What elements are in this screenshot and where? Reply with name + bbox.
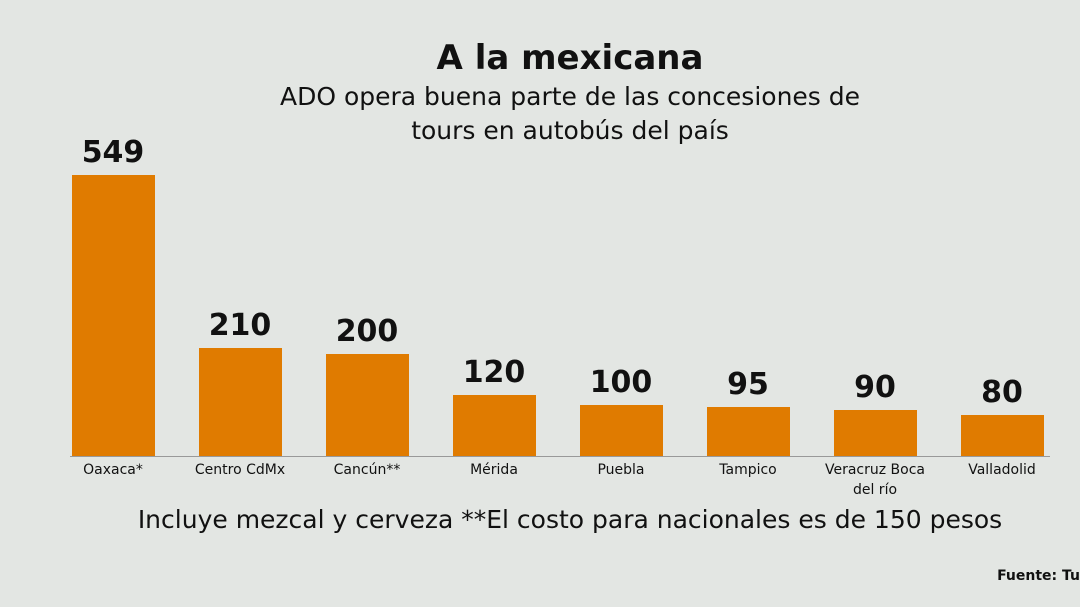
value-label: 549: [81, 134, 145, 170]
bar: [71, 174, 155, 456]
baseline: [70, 456, 1050, 457]
value-label: 200: [335, 313, 399, 349]
bar: [960, 415, 1044, 456]
chart-subtitle: ADO opera buena parte de las concesiones…: [279, 82, 861, 145]
x-tick-label: Tampico: [719, 462, 777, 478]
bar: [706, 407, 790, 456]
bar: [579, 404, 663, 456]
value-label: 120: [462, 354, 526, 390]
x-tick-label: Mérida: [470, 462, 518, 478]
x-tick-label: Centro CdMx: [194, 462, 286, 478]
chart-note: Incluye mezcal y cerveza **El costo para…: [137, 505, 1003, 534]
x-tick-label: Valladolid: [968, 462, 1036, 478]
x-tick-label: Oaxaca*: [83, 462, 143, 478]
value-label: 90: [854, 369, 896, 405]
chart-source: Fuente: Tu: [997, 568, 1080, 584]
value-label: 80: [981, 375, 1023, 411]
value-label: 100: [589, 364, 653, 400]
bar: [833, 409, 917, 456]
x-tick-label: Cancún**: [333, 462, 401, 478]
x-tick-label: Puebla: [597, 462, 645, 478]
value-label: 210: [208, 308, 272, 344]
bar: [325, 353, 409, 456]
bar: [452, 394, 536, 456]
chart-title: A la mexicana: [436, 38, 704, 78]
x-tick-label: Veracruz Boca del río: [824, 462, 925, 498]
value-label: 95: [727, 367, 769, 403]
bar: [198, 348, 282, 456]
